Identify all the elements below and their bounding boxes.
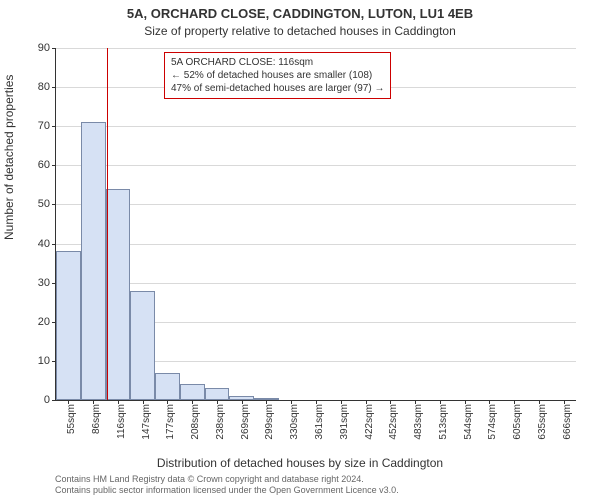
x-axis-label: Distribution of detached houses by size … bbox=[0, 456, 600, 470]
x-tick-label: 330sqm bbox=[289, 404, 300, 440]
bar bbox=[56, 251, 81, 400]
chart-title: 5A, ORCHARD CLOSE, CADDINGTON, LUTON, LU… bbox=[0, 6, 600, 21]
reference-line bbox=[107, 48, 108, 400]
gridline bbox=[56, 126, 576, 127]
x-tick-label: 666sqm bbox=[562, 404, 573, 440]
y-tick-label: 10 bbox=[38, 355, 50, 367]
footer-attribution: Contains HM Land Registry data © Crown c… bbox=[55, 474, 399, 496]
x-tick-label: 605sqm bbox=[512, 404, 523, 440]
bar bbox=[205, 388, 230, 400]
x-tick-label: 208sqm bbox=[190, 404, 201, 440]
y-tick-label: 0 bbox=[44, 394, 50, 406]
x-tick-label: 299sqm bbox=[264, 404, 275, 440]
bar bbox=[130, 291, 155, 401]
x-tick-label: 391sqm bbox=[339, 404, 350, 440]
x-tick-label: 422sqm bbox=[364, 404, 375, 440]
x-tick-label: 452sqm bbox=[388, 404, 399, 440]
x-tick-label: 177sqm bbox=[165, 404, 176, 440]
gridline bbox=[56, 244, 576, 245]
x-tick-label: 635sqm bbox=[537, 404, 548, 440]
x-tick-label: 483sqm bbox=[413, 404, 424, 440]
x-tick-label: 147sqm bbox=[141, 404, 152, 440]
plot-area: 010203040506070809055sqm86sqm116sqm147sq… bbox=[55, 48, 576, 401]
y-tick-mark bbox=[52, 87, 56, 88]
annotation-line: 5A ORCHARD CLOSE: 116sqm bbox=[171, 56, 384, 69]
chart-container: 5A, ORCHARD CLOSE, CADDINGTON, LUTON, LU… bbox=[0, 0, 600, 500]
bar bbox=[180, 384, 205, 400]
annotation-line: ← 52% of detached houses are smaller (10… bbox=[171, 69, 384, 82]
y-tick-label: 90 bbox=[38, 42, 50, 54]
y-tick-label: 80 bbox=[38, 81, 50, 93]
y-tick-label: 40 bbox=[38, 238, 50, 250]
y-tick-label: 60 bbox=[38, 159, 50, 171]
y-tick-mark bbox=[52, 400, 56, 401]
gridline bbox=[56, 283, 576, 284]
x-tick-label: 544sqm bbox=[463, 404, 474, 440]
x-tick-label: 513sqm bbox=[438, 404, 449, 440]
y-axis-label: Number of detached properties bbox=[2, 75, 16, 240]
gridline bbox=[56, 48, 576, 49]
x-tick-label: 55sqm bbox=[66, 404, 77, 434]
y-tick-label: 20 bbox=[38, 316, 50, 328]
y-tick-mark bbox=[52, 244, 56, 245]
bar bbox=[106, 189, 131, 400]
y-tick-mark bbox=[52, 165, 56, 166]
x-tick-label: 574sqm bbox=[487, 404, 498, 440]
bar bbox=[81, 122, 106, 400]
y-tick-label: 50 bbox=[38, 198, 50, 210]
annotation-line: 47% of semi-detached houses are larger (… bbox=[171, 82, 384, 95]
chart-subtitle: Size of property relative to detached ho… bbox=[0, 24, 600, 38]
x-tick-label: 86sqm bbox=[91, 404, 102, 434]
footer-line: Contains HM Land Registry data © Crown c… bbox=[55, 474, 399, 485]
x-tick-label: 238sqm bbox=[215, 404, 226, 440]
y-tick-mark bbox=[52, 204, 56, 205]
y-tick-mark bbox=[52, 48, 56, 49]
y-tick-mark bbox=[52, 126, 56, 127]
footer-line: Contains public sector information licen… bbox=[55, 485, 399, 496]
annotation-box: 5A ORCHARD CLOSE: 116sqm← 52% of detache… bbox=[164, 52, 391, 99]
x-tick-label: 116sqm bbox=[116, 404, 127, 439]
gridline bbox=[56, 165, 576, 166]
gridline bbox=[56, 204, 576, 205]
y-tick-label: 70 bbox=[38, 120, 50, 132]
x-tick-label: 361sqm bbox=[314, 404, 325, 440]
y-tick-label: 30 bbox=[38, 277, 50, 289]
x-tick-label: 269sqm bbox=[240, 404, 251, 440]
bar bbox=[155, 373, 180, 400]
